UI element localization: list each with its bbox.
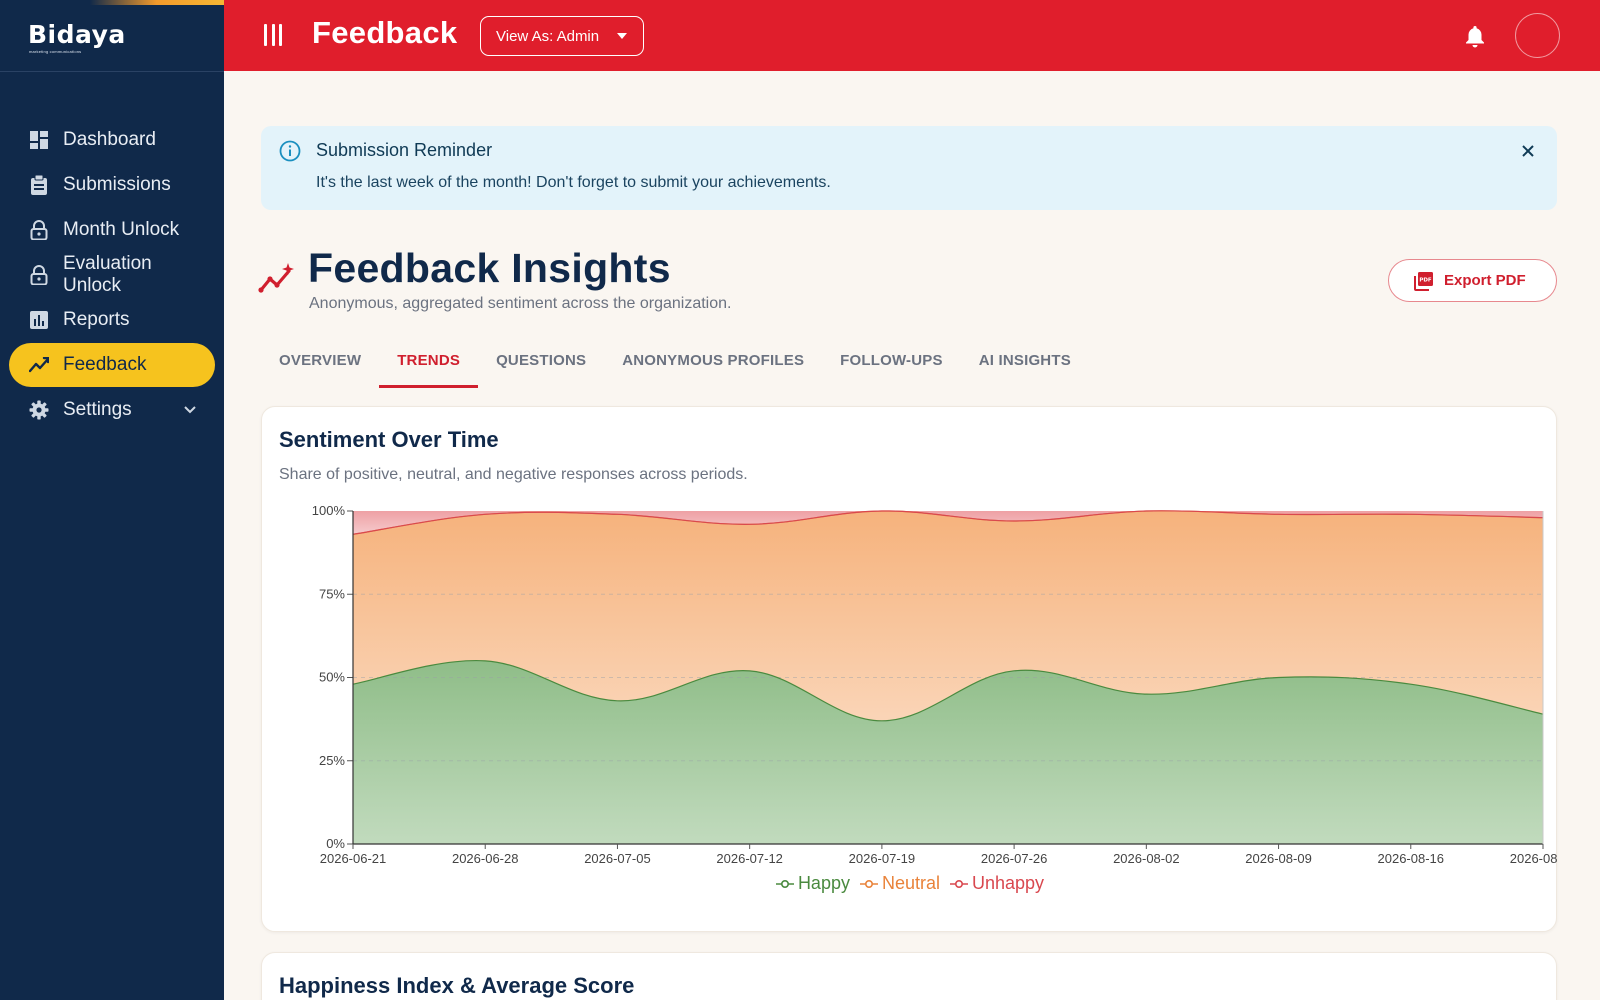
- sidebar-item-label: Settings: [63, 399, 132, 420]
- x-tick-label: 2026-07-26: [981, 851, 1048, 866]
- brand-name: Bidaya: [28, 20, 126, 49]
- tab-ai-insights[interactable]: AI INSIGHTS: [978, 351, 1071, 369]
- tab-trends[interactable]: TRENDS: [379, 334, 478, 388]
- dashboard-icon: [29, 130, 49, 150]
- lock-icon: [29, 265, 49, 285]
- x-tick-label: 2026-08-02: [1113, 851, 1180, 866]
- sidebar-item-label: Month Unlock: [63, 219, 180, 240]
- avatar[interactable]: [1515, 13, 1560, 58]
- sentiment-over-time-card: Sentiment Over Time Share of positive, n…: [261, 406, 1558, 933]
- submission-reminder-alert: Submission Reminder It's the last week o…: [261, 126, 1557, 210]
- svg-text:PDF: PDF: [1419, 277, 1432, 283]
- area-neutral: [353, 510, 1543, 721]
- legend-marker-icon: [950, 879, 968, 888]
- y-tick-label: 100%: [312, 503, 346, 518]
- sidebar-item-settings[interactable]: Settings: [9, 388, 215, 432]
- legend-item-neutral[interactable]: Neutral: [859, 873, 940, 894]
- tab-questions[interactable]: QUESTIONS: [496, 351, 587, 369]
- card-title: Sentiment Over Time: [279, 427, 499, 452]
- chevron-down-icon[interactable]: [181, 401, 199, 419]
- legend-item-unhappy[interactable]: Unhappy: [950, 873, 1044, 894]
- y-tick-label: 25%: [319, 753, 345, 768]
- legend-marker-icon: [775, 879, 794, 888]
- legend-item-happy[interactable]: Happy: [775, 873, 850, 894]
- x-tick-label: 2026-08-16: [1378, 851, 1445, 866]
- happiness-index-card: Happiness Index & Average Score: [261, 952, 1557, 1000]
- tab-follow-ups[interactable]: FOLLOW-UPS: [840, 351, 943, 369]
- info-icon: [279, 140, 301, 162]
- bar-chart-icon: [29, 310, 49, 330]
- area-happy: [353, 660, 1543, 844]
- sidebar-item-evaluation-unlock[interactable]: Evaluation Unlock: [9, 253, 215, 297]
- legend-label: Happy: [797, 873, 850, 893]
- export-pdf-button[interactable]: PDF Export PDF: [1388, 259, 1557, 302]
- x-tick-label: 2026-08-09: [1245, 851, 1312, 866]
- caret-down-icon: [617, 33, 627, 39]
- insights-tabs: OVERVIEW TRENDS QUESTIONS ANONYMOUS PROF…: [261, 334, 1089, 388]
- page-title: Feedback Insights: [308, 245, 671, 291]
- sidebar-nav: Dashboard Submissions Month Unlock Evalu…: [0, 118, 224, 433]
- line-happy: [352, 659, 1544, 722]
- brand-tagline: marketing communications: [29, 49, 82, 54]
- trend-icon: [29, 355, 49, 375]
- sidebar-item-dashboard[interactable]: Dashboard: [9, 118, 215, 162]
- pdf-icon: PDF: [1414, 271, 1434, 291]
- tab-anonymous-profiles[interactable]: ANONYMOUS PROFILES: [622, 351, 805, 369]
- alert-message: It's the last week of the month! Don't f…: [316, 174, 831, 191]
- x-tick-label: 2026-07-12: [716, 851, 783, 866]
- gear-icon: [29, 400, 49, 420]
- sentiment-chart[interactable]: 0% 25% 50% 75% 100% 2026-06-21 2026-06-28 2026-…: [262, 407, 1558, 933]
- sidebar-accent-strip: [0, 0, 224, 5]
- close-icon[interactable]: [1519, 142, 1537, 160]
- x-tick-label: 2026-07-05: [584, 851, 651, 866]
- alert-title: Submission Reminder: [316, 140, 493, 160]
- view-as-dropdown[interactable]: View As: Admin: [480, 16, 644, 56]
- y-tick-label: 0%: [326, 836, 345, 851]
- y-tick-label: 50%: [319, 670, 345, 685]
- page-subtitle: Anonymous, aggregated sentiment across t…: [309, 295, 732, 312]
- card-subtitle: Share of positive, neutral, and negative…: [279, 466, 748, 483]
- sidebar-item-label: Dashboard: [63, 129, 156, 150]
- header-title: Feedback: [312, 15, 458, 50]
- sidebar-item-submissions[interactable]: Submissions: [9, 163, 215, 207]
- top-header: Feedback View As: Admin: [224, 0, 1600, 71]
- sidebar: Bidaya marketing communications Dashboar…: [0, 0, 224, 1000]
- view-as-label: View As: Admin: [496, 27, 600, 45]
- insights-trend-icon: [258, 262, 296, 296]
- tab-overview[interactable]: OVERVIEW: [279, 351, 362, 369]
- x-tick-label: 2026-06-21: [320, 851, 387, 866]
- x-tick-label: 2026-07-19: [849, 851, 916, 866]
- lock-icon: [29, 220, 49, 240]
- sidebar-item-month-unlock[interactable]: Month Unlock: [9, 208, 215, 252]
- card-title: Happiness Index & Average Score: [279, 973, 635, 998]
- chart-legend: Happy Neutral Unhappy: [262, 873, 1558, 894]
- sidebar-item-reports[interactable]: Reports: [9, 298, 215, 342]
- menu-toggle-icon[interactable]: [264, 24, 282, 46]
- sidebar-divider: [0, 71, 224, 72]
- sidebar-item-label: Submissions: [63, 174, 171, 195]
- sidebar-item-label: Feedback: [63, 354, 147, 375]
- sidebar-item-label: Reports: [63, 309, 130, 330]
- brand-logo[interactable]: Bidaya marketing communications: [28, 20, 126, 54]
- bell-icon[interactable]: [1464, 24, 1486, 48]
- y-tick-label: 75%: [319, 586, 345, 601]
- legend-marker-icon: [859, 879, 878, 888]
- legend-label: Neutral: [881, 873, 940, 893]
- x-tick-label: 2026-08-23: [1510, 851, 1558, 866]
- export-pdf-label: Export PDF: [1444, 272, 1526, 289]
- x-tick-label: 2026-06-28: [452, 851, 519, 866]
- clipboard-icon: [29, 175, 49, 195]
- legend-label: Unhappy: [972, 873, 1045, 893]
- line-unhappy: [352, 510, 1544, 535]
- sidebar-item-feedback[interactable]: Feedback: [9, 343, 215, 387]
- sidebar-item-label: Evaluation Unlock: [62, 253, 152, 296]
